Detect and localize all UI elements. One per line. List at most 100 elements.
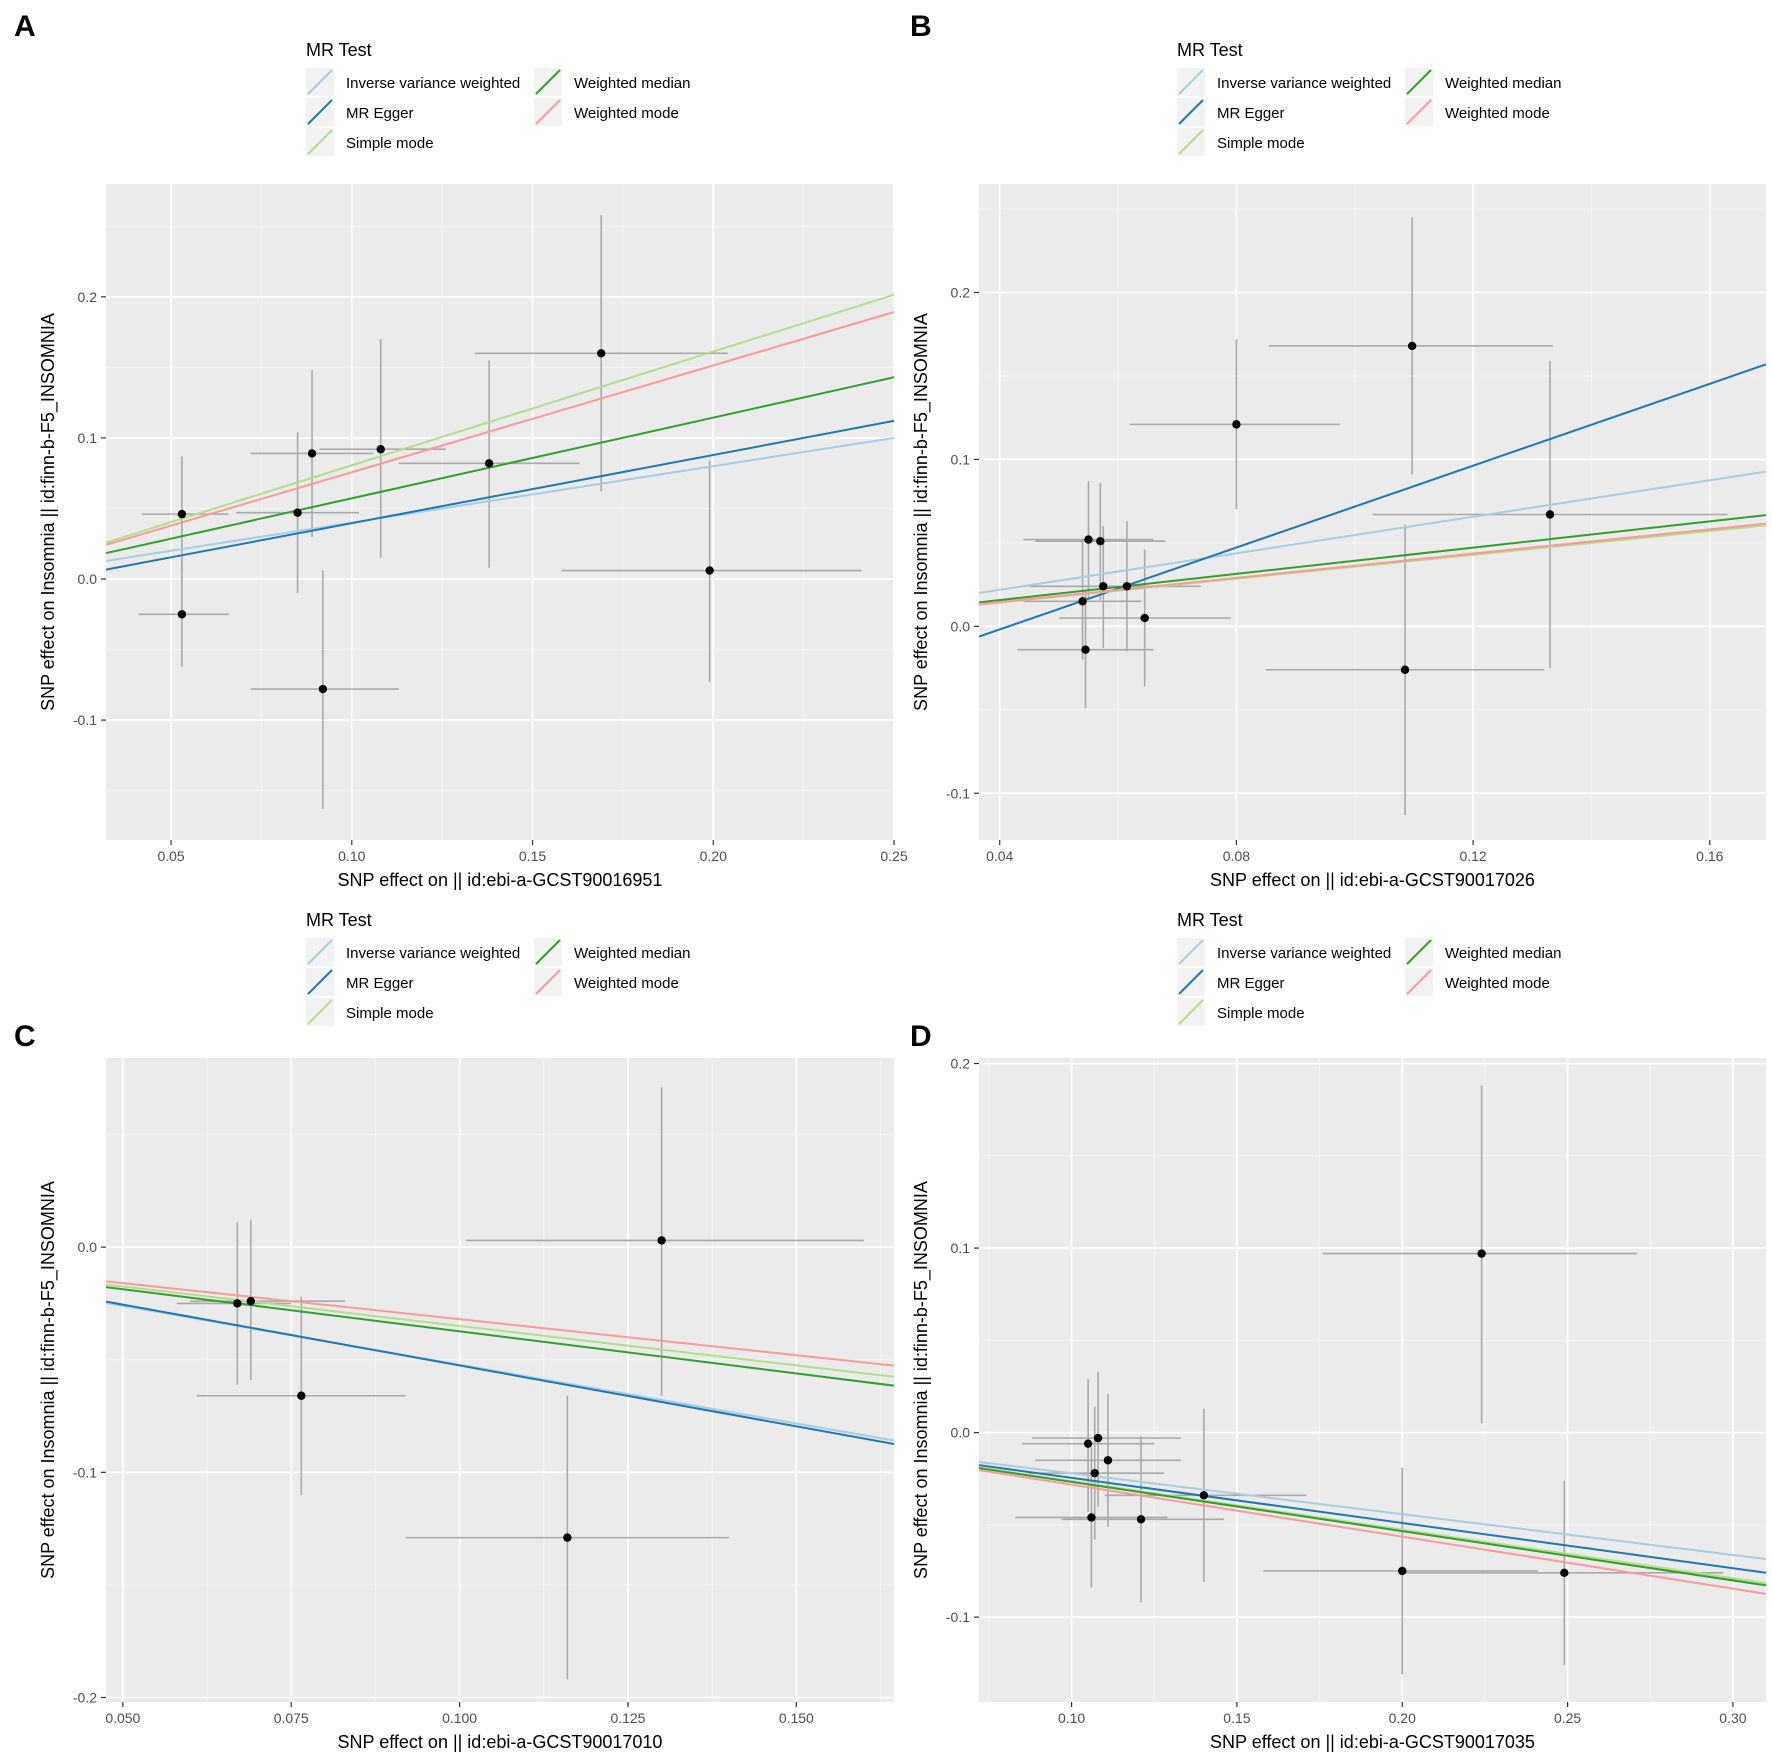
line-inverse-variance-weighted [106, 436, 894, 562]
data-point [563, 1533, 572, 1542]
legend-key-line [535, 69, 561, 95]
legend-label: Inverse variance weighted [1217, 945, 1391, 962]
data-point [1398, 1566, 1407, 1576]
panel-background [106, 1058, 894, 1702]
legend-title: MR Test [1177, 910, 1243, 930]
data-point [1093, 1433, 1103, 1443]
legend-key-line [307, 129, 333, 155]
line-weighted-median [106, 376, 894, 555]
data-point [597, 349, 606, 358]
y-tick-label: 0.1 [951, 1240, 971, 1256]
legend-key-line [535, 99, 561, 125]
y-tick-label: -0.1 [946, 785, 970, 801]
data-point [1140, 613, 1149, 623]
panel-label: D [910, 1020, 932, 1053]
legend-key-line [1406, 99, 1432, 125]
data-point [657, 1236, 666, 1245]
legend-label: Simple mode [1217, 135, 1305, 152]
legend-key-line [1178, 99, 1204, 125]
x-tick-label: 0.100 [442, 1710, 477, 1726]
legend: MR Test Inverse variance weighted MR Egger… [1177, 40, 1561, 156]
legend-label: Weighted median [574, 75, 690, 92]
panel-background [106, 184, 894, 840]
x-tick-label: 0.30 [1719, 1710, 1746, 1726]
legend-label: Weighted mode [1445, 105, 1550, 122]
legend-key-line [535, 969, 561, 995]
data-point [293, 508, 302, 517]
legend-item: Weighted mode [534, 968, 679, 996]
legend-item: MR Egger [306, 98, 414, 126]
data-point [1122, 582, 1132, 591]
x-tick-label: 0.16 [1696, 848, 1723, 864]
line-weighted-mode [979, 522, 1766, 606]
y-axis-title: SNP effect on Insomnia || id:finn-b-F5_I… [38, 1181, 59, 1579]
legend-item: Inverse variance weighted [1177, 938, 1391, 966]
line-mr-egger [979, 1464, 1766, 1574]
legend-key-line [1178, 69, 1204, 95]
gridlines [979, 1058, 1766, 1702]
gridlines [979, 184, 1766, 840]
data-point [1083, 1439, 1093, 1448]
legend-item: Inverse variance weighted [1177, 68, 1391, 96]
data-point [1136, 1515, 1146, 1524]
legend-key-line [535, 939, 561, 965]
y-tick-label: 0.0 [78, 571, 98, 587]
data-point [1099, 582, 1108, 591]
data-point [318, 684, 328, 694]
panel-background [979, 1058, 1766, 1702]
legend-item: Simple mode [306, 128, 434, 156]
points [1083, 1249, 1569, 1578]
chart-panel-c: 0.050 0.075 0.100 0.125 0.150 -0.2 -0.1 0.0 SNP … [14, 1020, 894, 1752]
data-point [1545, 510, 1555, 519]
data-point [297, 1391, 306, 1400]
data-point [1400, 665, 1410, 674]
gridlines [106, 1058, 894, 1702]
data-point [177, 509, 187, 519]
data-point [376, 445, 385, 454]
regression-lines [979, 1460, 1766, 1595]
y-tick-label: 0.1 [951, 451, 971, 467]
points [177, 349, 714, 694]
legend-item: Weighted mode [1405, 968, 1550, 996]
legend-item: Weighted mode [534, 98, 679, 126]
data-point [1084, 535, 1093, 544]
chart-panel-b: 0.04 0.08 0.12 0.16 -0.1 0.0 0.1 0.2 SNP effect … [910, 10, 1766, 890]
line-weighted-mode [106, 311, 894, 546]
legend-item: Inverse variance weighted [306, 938, 520, 966]
legend-key-line [1406, 939, 1432, 965]
legend-title: MR Test [1177, 40, 1243, 60]
x-tick-label: 0.15 [1223, 1710, 1250, 1726]
data-point [1081, 645, 1090, 654]
line-mr-egger [106, 1300, 894, 1445]
data-point [1232, 420, 1241, 429]
points [1078, 341, 1555, 674]
legend-key-line [307, 99, 333, 125]
line-weighted-mode [979, 1469, 1766, 1595]
regression-lines [979, 363, 1766, 638]
legend-item: Simple mode [306, 998, 434, 1026]
legend-item: Weighted median [534, 68, 690, 96]
data-point [246, 1296, 256, 1306]
x-tick-label: 0.20 [1389, 1710, 1416, 1726]
legend-label: Inverse variance weighted [346, 945, 520, 962]
y-tick-label: 0.2 [78, 289, 98, 305]
line-weighted-mode [106, 1280, 894, 1367]
x-tick-label: 0.150 [779, 1710, 814, 1726]
data-point [1096, 537, 1105, 546]
x-tick-label: 0.125 [610, 1710, 645, 1726]
legend-label: Weighted median [1445, 945, 1561, 962]
panel-background [979, 184, 1766, 840]
legend-label: Weighted mode [574, 105, 679, 122]
legend-label: Inverse variance weighted [346, 75, 520, 92]
data-point [1477, 1249, 1486, 1258]
x-tick-label: 0.050 [105, 1710, 140, 1726]
x-axis-title: SNP effect on || id:ebi-a-GCST90017026 [1210, 870, 1535, 890]
legend: MR Test Inverse variance weighted MR Egger… [306, 40, 690, 156]
data-point [1560, 1568, 1569, 1578]
legend: MR Test Inverse variance weighted MR Egger… [306, 910, 690, 1026]
legend-key-line [1178, 999, 1204, 1025]
x-tick-label: 0.075 [274, 1710, 309, 1726]
y-tick-label: 0.2 [951, 1056, 971, 1072]
panel-label: A [14, 10, 36, 43]
legend-title: MR Test [306, 910, 372, 930]
